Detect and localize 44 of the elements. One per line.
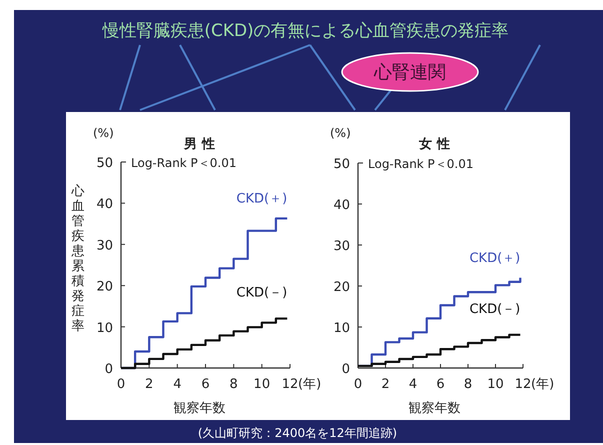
x-tick-label: 4 bbox=[408, 377, 418, 392]
series-label: CKD(＋) bbox=[236, 191, 288, 206]
y-tick-label: 20 bbox=[333, 280, 350, 295]
x-tick-label: 10 bbox=[487, 377, 504, 392]
text: (年) bbox=[298, 377, 322, 392]
y-tick-label: 30 bbox=[333, 239, 350, 254]
chart-title: 男 性 bbox=[183, 137, 215, 152]
series-label: CKD(－) bbox=[469, 302, 520, 317]
x-tick-label: 12 bbox=[514, 377, 532, 392]
series-label: CKD(＋) bbox=[469, 250, 520, 266]
y-tick-label: 50 bbox=[333, 157, 350, 172]
text: (久山町研究：2400名を12年間追跡) bbox=[198, 426, 398, 440]
y-tick-label: 10 bbox=[333, 321, 350, 336]
y-tick-label: 10 bbox=[96, 320, 113, 336]
text: 心腎連関 bbox=[373, 62, 446, 83]
text: 慢性腎臓疾患(CKD)の有無による心血管疾患の発症率 bbox=[101, 21, 509, 41]
x-tick-label: 6 bbox=[436, 377, 445, 392]
x-tick-label: 10 bbox=[254, 377, 270, 392]
x-tick-label: 0 bbox=[116, 377, 126, 392]
text: 心血管疾患累積発症率 bbox=[72, 184, 84, 334]
text: (年) bbox=[531, 377, 554, 392]
series-label: CKD(－) bbox=[236, 286, 288, 301]
y-tick-label: 50 bbox=[96, 156, 113, 171]
y-tick-label: 40 bbox=[96, 197, 113, 212]
x-tick-label: 8 bbox=[464, 377, 472, 392]
y-tick-label: 20 bbox=[96, 280, 113, 295]
x-tick-label: 0 bbox=[354, 377, 362, 392]
annotation: Log-Rank P＜0.01 bbox=[131, 156, 237, 170]
x-axis-title: 観察年数 bbox=[174, 400, 226, 416]
x-tick-label: 2 bbox=[381, 377, 390, 392]
y-tick-label: 40 bbox=[333, 198, 350, 213]
x-tick-label: 4 bbox=[173, 377, 182, 392]
x-tick-label: 8 bbox=[230, 377, 238, 392]
x-tick-label: 12 bbox=[282, 377, 298, 392]
text: (%) bbox=[93, 126, 114, 140]
y-tick-label: 0 bbox=[104, 362, 113, 377]
chart-title: 女 性 bbox=[418, 137, 450, 152]
annotation: Log-Rank P＜0.01 bbox=[368, 157, 474, 171]
text: (%) bbox=[330, 126, 351, 140]
y-tick-label: 30 bbox=[96, 238, 113, 254]
y-tick-label: 0 bbox=[342, 362, 350, 377]
x-tick-label: 6 bbox=[201, 377, 210, 392]
x-tick-label: 2 bbox=[145, 377, 154, 392]
x-axis-title: 観察年数 bbox=[408, 400, 460, 416]
